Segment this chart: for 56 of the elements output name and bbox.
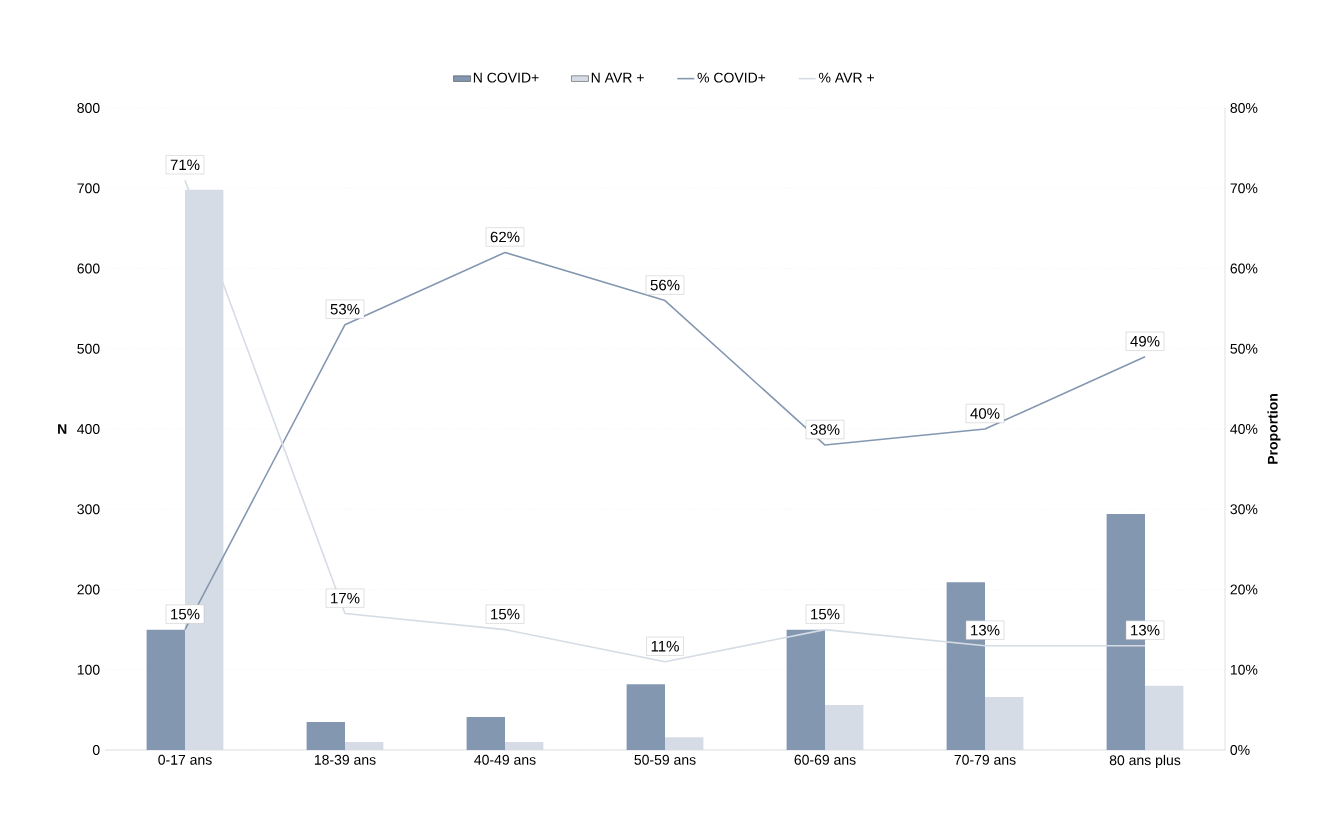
x-tick-label: 80 ans plus	[1109, 754, 1181, 768]
y-tick-label: 400	[77, 424, 100, 434]
bar	[146, 629, 185, 750]
y-tick-label: 800	[77, 103, 100, 113]
bar	[825, 705, 864, 750]
y-tick-label: 0	[92, 745, 100, 755]
y2-tick-label: 60%	[1230, 263, 1258, 274]
bar	[626, 684, 665, 750]
y2-tick-label: 70%	[1230, 183, 1258, 194]
legend-label: N COVID+	[473, 72, 539, 83]
bar	[665, 737, 704, 750]
data-label: 53%	[330, 303, 360, 315]
x-tick-label: 50-59 ans	[634, 754, 696, 765]
data-label: 38%	[810, 424, 840, 435]
data-label: 15%	[811, 608, 840, 620]
data-label: 13%	[1131, 624, 1160, 636]
data-label: 17%	[331, 592, 360, 604]
y2-tick-label: 0%	[1230, 745, 1250, 755]
y2-tick-label: 30%	[1230, 504, 1258, 515]
bar	[466, 717, 505, 750]
y2-tick-label: 50%	[1230, 343, 1258, 354]
bar	[1145, 685, 1184, 750]
y2-tick-label: 20%	[1230, 584, 1258, 595]
legend-label: % AVR +	[819, 72, 874, 83]
data-label: 40%	[970, 408, 1000, 419]
bar	[505, 741, 544, 750]
bar	[985, 697, 1024, 750]
y-tick-label: 500	[77, 343, 100, 354]
data-label: 15%	[491, 608, 520, 620]
data-label: 71%	[170, 159, 200, 171]
x-tick-label: 40-49 ans	[474, 754, 536, 765]
bar	[786, 629, 825, 750]
legend-label: % COVID+	[697, 72, 766, 83]
x-tick-label: 60-69 ans	[794, 754, 856, 765]
data-label: 56%	[650, 279, 680, 291]
y-axis-title: N	[58, 424, 67, 434]
data-label: 49%	[1130, 335, 1160, 347]
data-label: 15%	[171, 608, 200, 620]
y2-axis-title: Proportion	[1267, 394, 1281, 464]
y2-tick-label: 40%	[1230, 424, 1258, 434]
y-tick-label: 300	[77, 504, 100, 515]
x-tick-label: 18-39 ans	[314, 754, 376, 765]
y-tick-label: 100	[77, 664, 100, 675]
data-label: 62%	[490, 231, 520, 243]
data-label: 11%	[651, 641, 679, 652]
y-tick-label: 600	[77, 263, 100, 274]
y-tick-label: 700	[77, 183, 100, 194]
x-tick-label: 0-17 ans	[158, 754, 212, 765]
y-tick-label: 200	[77, 584, 100, 595]
bar	[306, 721, 345, 750]
data-label: 13%	[971, 624, 1000, 636]
x-tick-label: 70-79 ans	[954, 754, 1016, 765]
y2-tick-label: 80%	[1230, 103, 1258, 113]
bar	[345, 741, 384, 750]
legend-label: N AVR +	[591, 72, 644, 83]
y2-tick-label: 10%	[1230, 664, 1258, 675]
